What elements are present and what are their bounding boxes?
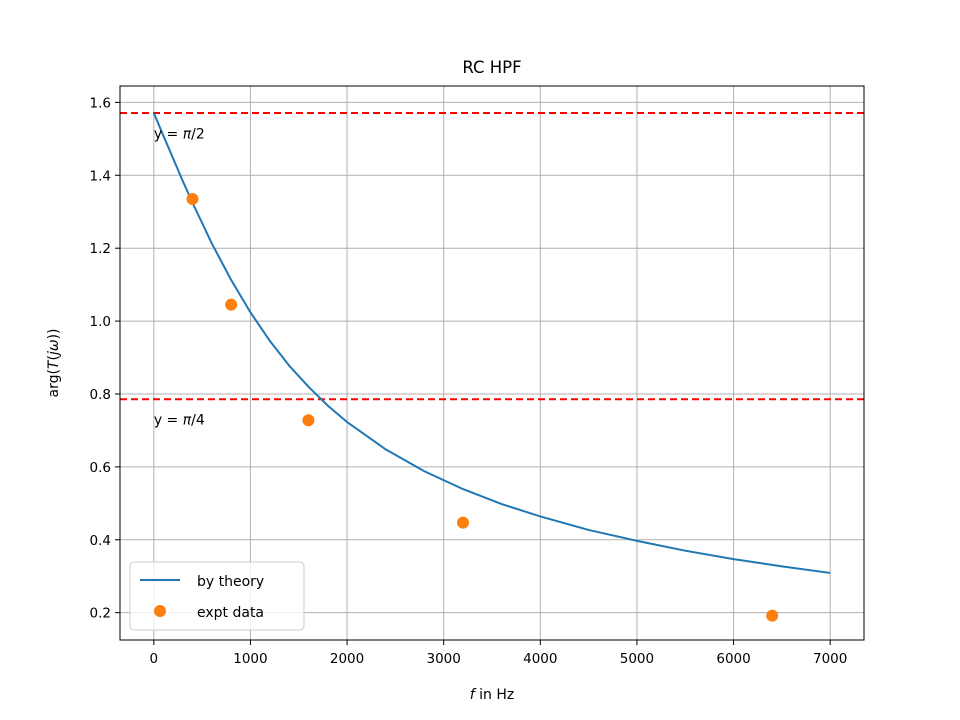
y-axis-label-part: ( — [46, 355, 62, 360]
y-tick-label: 0.4 — [90, 533, 111, 549]
x-axis-label-rest: in Hz — [475, 687, 515, 703]
y-tick-label: 1.4 — [90, 168, 111, 184]
y-tick-label: 1.2 — [90, 241, 111, 257]
x-tick-label: 6000 — [716, 651, 750, 667]
data-point — [186, 192, 199, 205]
plot-frame — [119, 85, 865, 641]
y-tick-label: 1.0 — [90, 314, 111, 330]
reference-lines — [120, 112, 864, 401]
y-axis-label-part: j — [46, 351, 62, 357]
hline-label-part: π — [183, 412, 192, 428]
y-axis-label-part: )) — [46, 328, 62, 339]
y-tick-label: 0.6 — [90, 460, 111, 476]
hline-label-part: y = — [154, 126, 183, 142]
hline-label-part: y = — [154, 412, 183, 428]
legend-marker-swatch — [154, 605, 166, 617]
hline-label-part: π — [183, 126, 192, 142]
y-axis-label: arg(T(jω)) — [46, 328, 62, 397]
data-point — [225, 298, 238, 311]
series — [152, 112, 831, 622]
x-tick-label: 2000 — [330, 651, 364, 667]
y-tick-label: 1.6 — [90, 95, 111, 111]
x-axis-label: f in Hz — [470, 687, 514, 703]
legend-label-expt: expt data — [197, 605, 264, 621]
x-tick-label: 5000 — [620, 651, 654, 667]
data-point — [302, 414, 315, 427]
y-axis-label-part: arg( — [46, 369, 62, 397]
x-tick-label: 0 — [150, 651, 159, 667]
data-point — [766, 609, 779, 622]
y-tick-label: 0.8 — [90, 387, 111, 403]
y-axis-label-part: ω — [46, 339, 62, 351]
hline-label-part: /2 — [191, 126, 205, 142]
chart-title: RC HPF — [462, 58, 521, 77]
x-tick-label: 1000 — [233, 651, 267, 667]
hline-label-part: /4 — [191, 412, 205, 428]
x-tick-label: 4000 — [523, 651, 557, 667]
data-point — [457, 516, 470, 529]
y-axis-label-part: T — [46, 359, 62, 369]
ticks: 0 1000 2000 3000 4000 5000 6000 7000 0.2 0.4 0.6 0.… — [90, 95, 848, 667]
x-tick-label: 3000 — [427, 651, 461, 667]
x-axis-label-var: f — [470, 687, 477, 703]
y-tick-label: 0.2 — [90, 606, 111, 622]
legend-label-theory: by theory — [197, 574, 264, 590]
x-tick-label: 7000 — [813, 651, 847, 667]
hline-label-pi-over-2: y = π/2 — [154, 126, 205, 142]
legend: by theory expt data — [129, 561, 305, 631]
hline-label-pi-over-4: y = π/4 — [154, 412, 205, 428]
